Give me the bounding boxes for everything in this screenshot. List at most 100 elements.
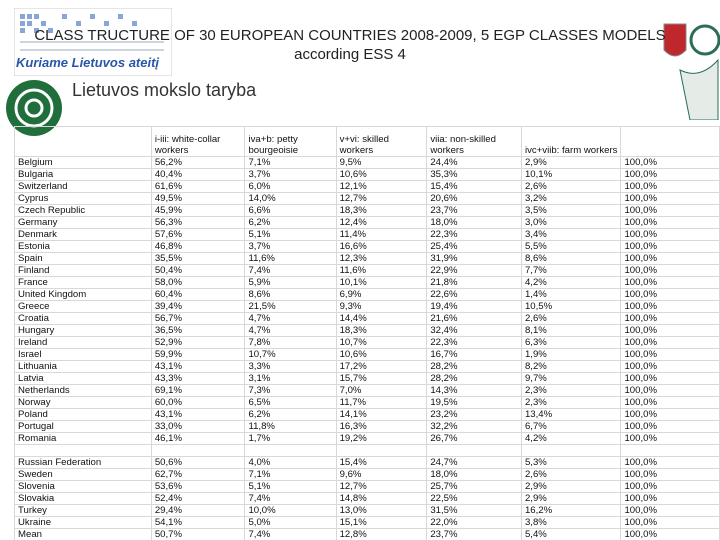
value-cell: 43,1% bbox=[150, 408, 246, 421]
total-header bbox=[620, 126, 720, 157]
value-cell: 6,6% bbox=[244, 204, 337, 217]
value-cell: 100,0% bbox=[620, 456, 720, 469]
title: CLASS TRUCTURE OF 30 EUROPEAN COUNTRIES … bbox=[34, 27, 666, 63]
spacer-row bbox=[14, 444, 720, 457]
table-row: Turkey 29,4% 10,0% 13,0% 31,5% 16,2% 100,0% bbox=[14, 504, 720, 517]
value-cell: 18,0% bbox=[426, 468, 522, 481]
value-cell: 100,0% bbox=[620, 408, 720, 421]
empty-cell bbox=[620, 444, 720, 457]
value-cell: 19,2% bbox=[335, 432, 428, 445]
value-cell: 100,0% bbox=[620, 504, 720, 517]
value-cell: 15,4% bbox=[426, 180, 522, 193]
value-cell: 57,6% bbox=[150, 228, 246, 241]
value-cell: 11,8% bbox=[244, 420, 337, 433]
value-cell: 32,4% bbox=[426, 324, 522, 337]
country-cell: Belgium bbox=[14, 156, 152, 169]
table-row: Denmark 57,6% 5,1% 11,4% 22,3% 3,4% 100,0% bbox=[14, 228, 720, 241]
value-cell: 12,8% bbox=[335, 528, 428, 540]
value-cell: 19,4% bbox=[426, 300, 522, 313]
value-cell: 17,2% bbox=[335, 360, 428, 373]
value-cell: 100,0% bbox=[620, 192, 720, 205]
value-cell: 100,0% bbox=[620, 432, 720, 445]
value-cell: 7,1% bbox=[244, 156, 337, 169]
country-cell: Lithuania bbox=[14, 360, 152, 373]
value-cell: 14,3% bbox=[426, 384, 522, 397]
value-cell: 100,0% bbox=[620, 216, 720, 229]
value-cell: 12,1% bbox=[335, 180, 428, 193]
value-cell: 58,0% bbox=[150, 276, 246, 289]
country-cell: Greece bbox=[14, 300, 152, 313]
value-cell: 3,0% bbox=[520, 216, 622, 229]
country-cell: Czech Republic bbox=[14, 204, 152, 217]
value-cell: 100,0% bbox=[620, 312, 720, 325]
value-cell: 100,0% bbox=[620, 252, 720, 265]
value-cell: 3,4% bbox=[520, 228, 622, 241]
value-cell: 15,1% bbox=[335, 516, 428, 529]
column-header: iva+b: petty bourgeoisie bbox=[244, 126, 337, 157]
value-cell: 2,3% bbox=[520, 396, 622, 409]
table-row: Ukraine 54,1% 5,0% 15,1% 22,0% 3,8% 100,0% bbox=[14, 516, 720, 529]
value-cell: 69,1% bbox=[150, 384, 246, 397]
value-cell: 16,2% bbox=[520, 504, 622, 517]
value-cell: 3,7% bbox=[244, 240, 337, 253]
value-cell: 23,2% bbox=[426, 408, 522, 421]
value-cell: 100,0% bbox=[620, 372, 720, 385]
value-cell: 2,9% bbox=[520, 492, 622, 505]
country-cell: Bulgaria bbox=[14, 168, 152, 181]
value-cell: 24,4% bbox=[426, 156, 522, 169]
value-cell: 100,0% bbox=[620, 228, 720, 241]
value-cell: 8,1% bbox=[520, 324, 622, 337]
table-row: Belgium 56,2% 7,1% 9,5% 24,4% 2,9% 100,0% bbox=[14, 156, 720, 169]
table-row: Russian Federation 50,6% 4,0% 15,4% 24,7% 5,3… bbox=[14, 456, 720, 469]
value-cell: 7,4% bbox=[244, 492, 337, 505]
value-cell: 10,1% bbox=[335, 276, 428, 289]
value-cell: 9,3% bbox=[335, 300, 428, 313]
value-cell: 1,9% bbox=[520, 348, 622, 361]
value-cell: 46,8% bbox=[150, 240, 246, 253]
value-cell: 2,6% bbox=[520, 468, 622, 481]
country-cell: Slovenia bbox=[14, 480, 152, 493]
value-cell: 16,3% bbox=[335, 420, 428, 433]
value-cell: 22,9% bbox=[426, 264, 522, 277]
table-row: Bulgaria 40,4% 3,7% 10,6% 35,3% 10,1% 100,0% bbox=[14, 168, 720, 181]
value-cell: 53,6% bbox=[150, 480, 246, 493]
value-cell: 6,7% bbox=[520, 420, 622, 433]
value-cell: 4,0% bbox=[244, 456, 337, 469]
value-cell: 18,0% bbox=[426, 216, 522, 229]
value-cell: 9,5% bbox=[335, 156, 428, 169]
value-cell: 100,0% bbox=[620, 288, 720, 301]
table-row: Hungary 36,5% 4,7% 18,3% 32,4% 8,1% 100,0% bbox=[14, 324, 720, 337]
value-cell: 60,4% bbox=[150, 288, 246, 301]
empty-cell bbox=[426, 444, 522, 457]
column-header: v+vi: skilled workers bbox=[335, 126, 428, 157]
value-cell: 12,7% bbox=[335, 480, 428, 493]
value-cell: 36,5% bbox=[150, 324, 246, 337]
value-cell: 4,7% bbox=[244, 324, 337, 337]
value-cell: 11,7% bbox=[335, 396, 428, 409]
value-cell: 62,7% bbox=[150, 468, 246, 481]
table-row: Switzerland 61,6% 6,0% 12,1% 15,4% 2,6% 100,0% bbox=[14, 180, 720, 193]
value-cell: 10,6% bbox=[335, 168, 428, 181]
value-cell: 15,7% bbox=[335, 372, 428, 385]
value-cell: 3,1% bbox=[244, 372, 337, 385]
value-cell: 22,5% bbox=[426, 492, 522, 505]
value-cell: 100,0% bbox=[620, 492, 720, 505]
value-cell: 3,7% bbox=[244, 168, 337, 181]
country-cell: Finland bbox=[14, 264, 152, 277]
country-cell: Israel bbox=[14, 348, 152, 361]
country-cell: Sweden bbox=[14, 468, 152, 481]
value-cell: 7,3% bbox=[244, 384, 337, 397]
country-cell: Mean bbox=[14, 528, 152, 540]
value-cell: 22,3% bbox=[426, 228, 522, 241]
value-cell: 61,6% bbox=[150, 180, 246, 193]
value-cell: 29,4% bbox=[150, 504, 246, 517]
table-row: Lithuania 43,1% 3,3% 17,2% 28,2% 8,2% 100,0% bbox=[14, 360, 720, 373]
value-cell: 52,9% bbox=[150, 336, 246, 349]
value-cell: 100,0% bbox=[620, 468, 720, 481]
table-row: Germany 56,3% 6,2% 12,4% 18,0% 3,0% 100,0% bbox=[14, 216, 720, 229]
value-cell: 1,4% bbox=[520, 288, 622, 301]
value-cell: 100,0% bbox=[620, 480, 720, 493]
value-cell: 14,4% bbox=[335, 312, 428, 325]
header-row: i-iii: white-collar workers iva+b: petty … bbox=[14, 126, 720, 157]
value-cell: 52,4% bbox=[150, 492, 246, 505]
